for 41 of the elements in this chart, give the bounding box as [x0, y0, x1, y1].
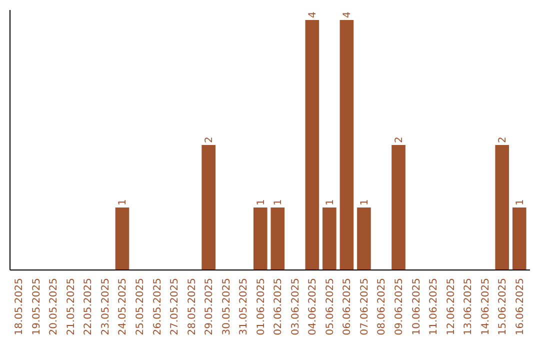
x-tick-label: 30.05.2025 [221, 278, 232, 336]
x-tick-label: 05.06.2025 [324, 278, 336, 336]
x-tick-label: 14.06.2025 [480, 278, 492, 336]
data-label: 2 [204, 136, 216, 143]
x-tick-label: 22.05.2025 [83, 278, 94, 336]
x-tick-label: 13.06.2025 [463, 278, 474, 336]
x-tick-label: 01.06.2025 [256, 278, 267, 336]
data-label: 4 [308, 12, 319, 18]
data-label: 1 [273, 199, 284, 206]
data-label: 1 [256, 199, 267, 206]
data-label: 1 [324, 199, 336, 206]
x-tick-label: 26.05.2025 [152, 278, 164, 336]
x-tick-label: 23.05.2025 [100, 278, 112, 336]
x-tick-label: 09.06.2025 [394, 278, 405, 336]
x-tick-label: 20.05.2025 [48, 278, 60, 336]
x-tick-label: 31.05.2025 [238, 278, 250, 336]
data-label: 2 [394, 136, 405, 143]
data-label: 4 [342, 12, 354, 18]
x-tick-label: 11.06.2025 [428, 278, 440, 336]
x-tick-label: 15.06.2025 [498, 278, 509, 336]
data-label: 1 [359, 199, 370, 206]
x-tick-label: 12.06.2025 [446, 278, 457, 336]
x-tick-label: 03.06.2025 [290, 278, 302, 336]
x-tick-label: 06.06.2025 [342, 278, 354, 336]
data-label: 1 [118, 199, 129, 206]
x-tick-label: 25.05.2025 [135, 278, 146, 336]
x-tick-label: 28.05.2025 [186, 278, 198, 336]
x-tick-label: 10.06.2025 [411, 278, 422, 336]
x-tick-label: 21.05.2025 [66, 278, 77, 336]
x-tick-label: 18.05.2025 [14, 278, 26, 336]
x-tick-label: 24.05.2025 [118, 278, 129, 336]
x-tick-label: 02.06.2025 [273, 278, 284, 336]
x-tick-label: 04.06.2025 [308, 278, 319, 336]
data-label: 1 [514, 199, 526, 206]
x-tick-label: 29.05.2025 [204, 278, 216, 336]
x-tick-label: 08.06.2025 [376, 278, 388, 336]
data-label: 2 [498, 136, 509, 143]
x-tick-label: 27.05.2025 [170, 278, 181, 336]
x-tick-label: 19.05.2025 [31, 278, 42, 336]
x-tick-label: 07.06.2025 [359, 278, 370, 336]
x-tick-label: 16.06.2025 [514, 278, 526, 336]
